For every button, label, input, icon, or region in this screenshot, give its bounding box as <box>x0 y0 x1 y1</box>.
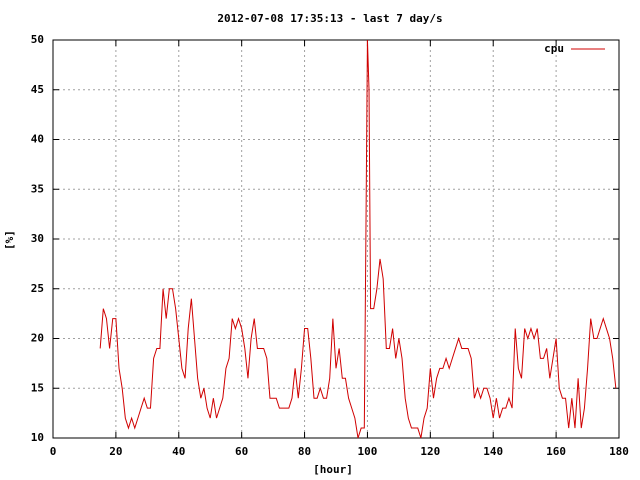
y-tick-label: 10 <box>31 431 44 444</box>
y-tick-label: 25 <box>31 282 44 295</box>
y-tick-label: 40 <box>31 133 44 146</box>
x-tick-label: 40 <box>172 445 185 458</box>
y-tick-label: 30 <box>31 232 44 245</box>
y-tick-label: 20 <box>31 332 44 345</box>
x-tick-label: 80 <box>298 445 311 458</box>
legend-label: cpu <box>544 42 564 55</box>
x-tick-label: 100 <box>358 445 378 458</box>
x-tick-label: 60 <box>235 445 248 458</box>
x-tick-label: 0 <box>50 445 57 458</box>
x-tick-label: 20 <box>109 445 122 458</box>
y-tick-label: 50 <box>31 33 44 46</box>
y-axis-label: [%] <box>3 230 16 250</box>
x-tick-label: 180 <box>609 445 629 458</box>
x-axis-label: [hour] <box>313 463 353 476</box>
chart-title: 2012-07-08 17:35:13 - last 7 day/s <box>217 12 442 25</box>
plot-border <box>52 39 620 439</box>
y-tick-label: 45 <box>31 83 44 96</box>
y-tick-label: 15 <box>31 381 44 394</box>
x-tick-label: 160 <box>546 445 566 458</box>
x-tick-label: 140 <box>483 445 503 458</box>
series-line <box>99 39 617 439</box>
y-tick-label: 35 <box>31 182 44 195</box>
x-tick-label: 120 <box>420 445 440 458</box>
